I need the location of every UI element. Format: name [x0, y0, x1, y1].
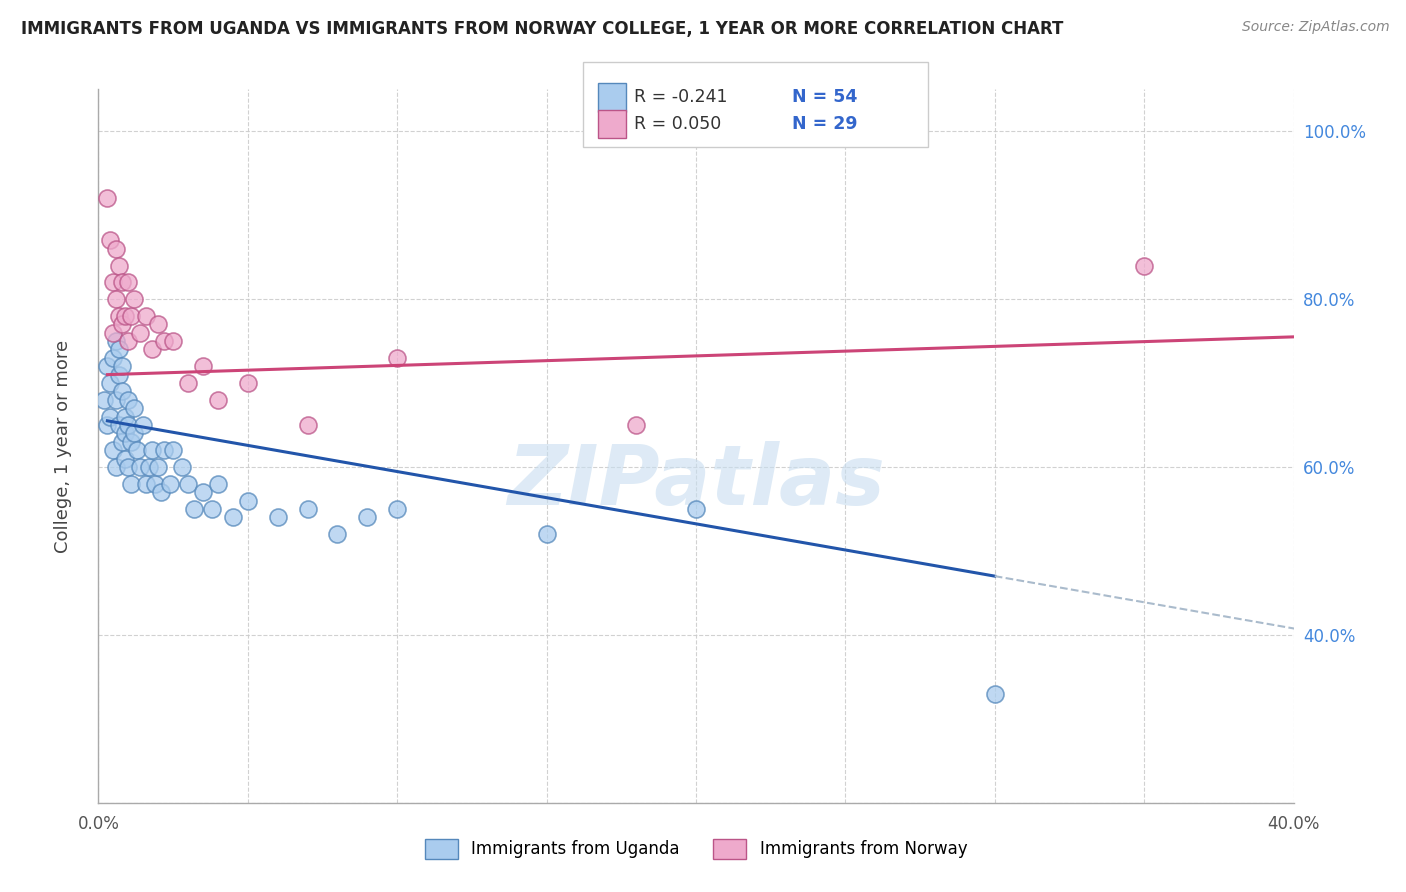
- Point: [984, 687, 1007, 701]
- Point: [98, 376, 122, 390]
- Point: [117, 334, 139, 348]
- Point: [207, 476, 229, 491]
- Point: [98, 409, 122, 424]
- Point: [117, 417, 139, 432]
- Point: [105, 392, 128, 407]
- Point: [236, 493, 259, 508]
- Point: [159, 476, 181, 491]
- Point: [96, 417, 118, 432]
- Point: [120, 476, 142, 491]
- Point: [111, 275, 134, 289]
- Point: [143, 476, 166, 491]
- Point: [127, 443, 149, 458]
- Text: R = -0.241: R = -0.241: [634, 88, 728, 106]
- Point: [93, 392, 115, 407]
- Point: [98, 233, 122, 247]
- Text: N = 29: N = 29: [792, 115, 858, 133]
- Text: N = 54: N = 54: [792, 88, 856, 106]
- Point: [162, 443, 184, 458]
- Point: [96, 359, 118, 374]
- Text: Source: ZipAtlas.com: Source: ZipAtlas.com: [1241, 20, 1389, 34]
- Point: [150, 485, 173, 500]
- Point: [111, 384, 134, 399]
- Point: [326, 527, 349, 541]
- Text: ZIPatlas: ZIPatlas: [508, 442, 884, 522]
- Point: [162, 334, 184, 348]
- Point: [297, 417, 319, 432]
- Y-axis label: College, 1 year or more: College, 1 year or more: [53, 340, 72, 552]
- Point: [120, 434, 142, 449]
- Point: [114, 409, 136, 424]
- Point: [172, 460, 194, 475]
- Point: [108, 259, 131, 273]
- Point: [124, 426, 146, 441]
- Point: [685, 502, 707, 516]
- Point: [120, 309, 142, 323]
- Point: [153, 443, 176, 458]
- Point: [626, 417, 648, 432]
- Point: [103, 351, 125, 365]
- Point: [141, 443, 163, 458]
- Point: [117, 392, 139, 407]
- Point: [108, 343, 131, 357]
- Point: [114, 451, 136, 466]
- Point: [105, 460, 128, 475]
- Point: [536, 527, 558, 541]
- Text: R = 0.050: R = 0.050: [634, 115, 721, 133]
- Point: [177, 376, 200, 390]
- Point: [105, 292, 128, 306]
- Point: [148, 460, 170, 475]
- Point: [135, 476, 157, 491]
- Point: [153, 334, 176, 348]
- Point: [385, 351, 409, 365]
- Point: [201, 502, 224, 516]
- Point: [135, 309, 157, 323]
- Point: [183, 502, 205, 516]
- Point: [207, 392, 229, 407]
- Point: [117, 460, 139, 475]
- Point: [222, 510, 245, 524]
- Point: [96, 191, 118, 205]
- Point: [191, 359, 214, 374]
- Point: [103, 326, 125, 340]
- Point: [103, 443, 125, 458]
- Point: [124, 401, 146, 416]
- Point: [191, 485, 214, 500]
- Point: [1133, 259, 1156, 273]
- Point: [114, 426, 136, 441]
- Point: [385, 502, 409, 516]
- Point: [105, 334, 128, 348]
- Point: [111, 359, 134, 374]
- Point: [108, 417, 131, 432]
- Point: [103, 275, 125, 289]
- Point: [108, 368, 131, 382]
- Legend: Immigrants from Uganda, Immigrants from Norway: Immigrants from Uganda, Immigrants from …: [418, 832, 974, 866]
- Point: [141, 343, 163, 357]
- Point: [111, 434, 134, 449]
- Point: [124, 292, 146, 306]
- Point: [117, 275, 139, 289]
- Point: [132, 417, 155, 432]
- Point: [177, 476, 200, 491]
- Point: [105, 242, 128, 256]
- Point: [129, 460, 152, 475]
- Point: [138, 460, 160, 475]
- Point: [129, 326, 152, 340]
- Point: [108, 309, 131, 323]
- Point: [114, 309, 136, 323]
- Point: [148, 318, 170, 332]
- Point: [356, 510, 378, 524]
- Point: [297, 502, 319, 516]
- Point: [267, 510, 290, 524]
- Point: [111, 318, 134, 332]
- Text: IMMIGRANTS FROM UGANDA VS IMMIGRANTS FROM NORWAY COLLEGE, 1 YEAR OR MORE CORRELA: IMMIGRANTS FROM UGANDA VS IMMIGRANTS FRO…: [21, 20, 1063, 37]
- Point: [236, 376, 259, 390]
